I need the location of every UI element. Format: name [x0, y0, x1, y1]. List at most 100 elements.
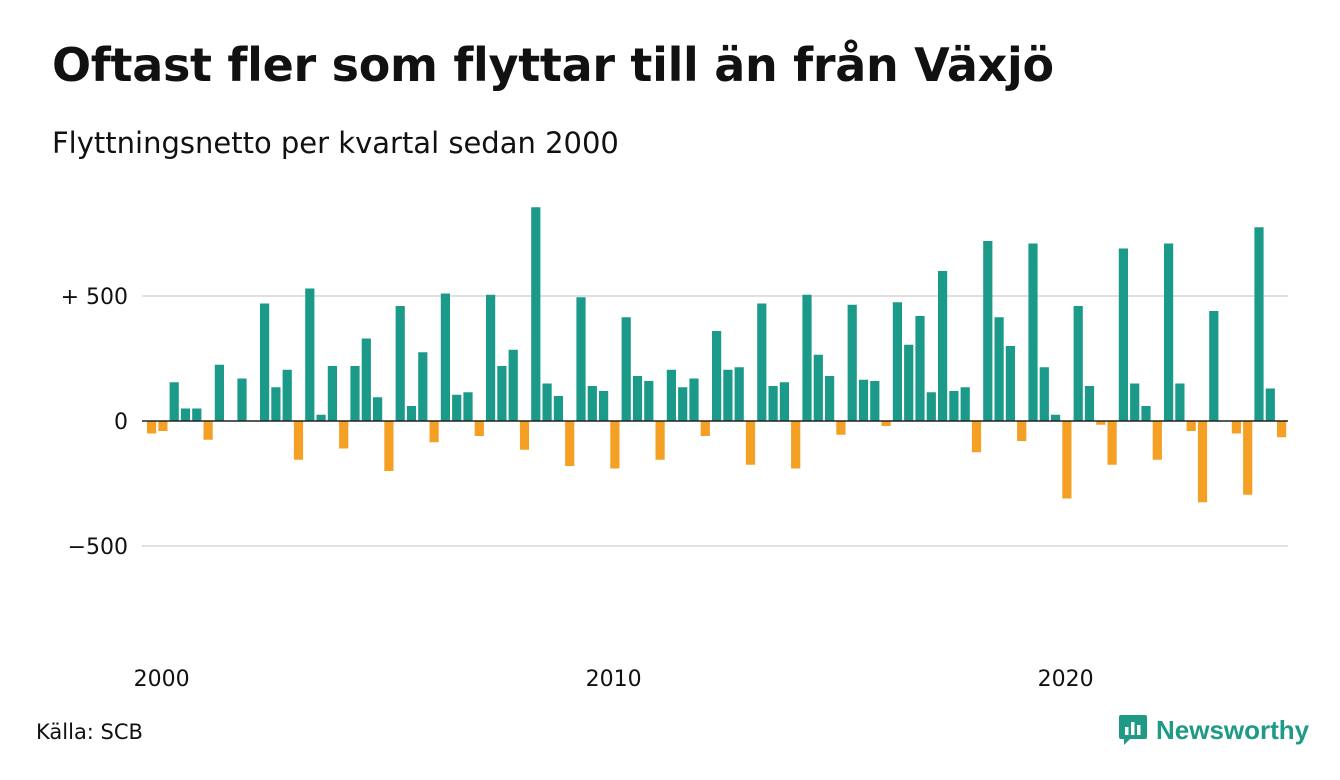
- bar-negative: [474, 421, 484, 436]
- bar-negative: [745, 421, 756, 465]
- bar-positive: [689, 378, 699, 421]
- chart-subtitle: Flyttningsnetto per kvartal sedan 2000: [52, 126, 619, 160]
- bar-negative: [565, 421, 575, 466]
- bar-positive: [282, 369, 292, 421]
- bar-negative: [971, 421, 982, 453]
- bar-positive: [373, 397, 383, 421]
- y-tick-label: 0: [114, 410, 128, 435]
- bar-positive: [508, 349, 518, 421]
- bar-positive: [542, 383, 552, 421]
- bar-positive: [983, 241, 993, 421]
- bar-positive: [926, 392, 936, 421]
- chart-title: Oftast fler som flyttar till än från Väx…: [52, 38, 1054, 92]
- bar-positive: [440, 293, 450, 421]
- bar-positive: [305, 288, 315, 421]
- bar-positive: [723, 369, 733, 421]
- bar-negative: [1107, 421, 1117, 465]
- bar-negative: [1197, 421, 1208, 503]
- bar-positive: [632, 376, 643, 421]
- bar-positive: [1141, 406, 1151, 421]
- bar-positive: [1005, 346, 1015, 421]
- y-tick-label: + 500: [61, 285, 128, 310]
- bar-negative: [1186, 421, 1196, 431]
- bar-negative: [384, 421, 394, 471]
- x-tick-label: 2020: [1038, 667, 1094, 692]
- bar-negative: [1243, 421, 1253, 495]
- bar-positive: [599, 391, 609, 421]
- bar-positive: [994, 317, 1004, 421]
- bar-positive: [734, 367, 744, 421]
- bar-negative: [1096, 421, 1106, 425]
- bar-positive: [1118, 248, 1128, 421]
- y-tick-label: −500: [68, 535, 128, 560]
- bar-positive: [1209, 311, 1219, 421]
- bar-positive: [169, 382, 179, 421]
- bar-positive: [960, 387, 970, 421]
- bar-negative: [429, 421, 439, 443]
- bar-negative: [700, 421, 710, 436]
- bar-positive: [1039, 367, 1049, 421]
- bar-negative: [610, 421, 620, 469]
- bar-negative: [1017, 421, 1027, 441]
- bar-positive: [892, 302, 902, 421]
- bar-positive: [644, 381, 654, 421]
- bar-positive: [904, 344, 914, 421]
- bar-positive: [316, 414, 326, 421]
- bar-positive: [779, 382, 789, 421]
- bar-positive: [406, 406, 417, 421]
- bar-positive: [271, 387, 281, 421]
- bar-positive: [576, 297, 586, 421]
- bar-negative: [293, 421, 304, 460]
- bar-positive: [486, 294, 496, 421]
- bar-positive: [1164, 243, 1174, 421]
- newsworthy-logo-icon: [1119, 715, 1147, 745]
- bar-positive: [768, 386, 778, 421]
- bar-negative: [1231, 421, 1241, 434]
- bar-positive: [757, 303, 767, 421]
- bar-positive: [237, 378, 247, 421]
- bar-positive: [1265, 388, 1275, 421]
- bar-positive: [1084, 386, 1095, 421]
- x-tick-label: 2000: [134, 667, 190, 692]
- bar-positive: [949, 391, 959, 421]
- bar-positive: [260, 303, 270, 421]
- bar-positive: [463, 392, 473, 421]
- bar-positive: [847, 304, 857, 421]
- bar-positive: [418, 352, 428, 421]
- bar-negative: [881, 421, 891, 426]
- brand-logo: Newsworthy: [1118, 713, 1309, 747]
- bar-positive: [192, 408, 202, 421]
- bar-positive: [350, 366, 360, 421]
- bar-positive: [1051, 414, 1061, 421]
- bar-negative: [1277, 421, 1287, 438]
- bar-negative: [836, 421, 846, 435]
- bar-negative: [519, 421, 530, 450]
- bar-positive: [1254, 227, 1264, 421]
- bar-positive: [553, 396, 563, 421]
- bar-negative: [655, 421, 665, 460]
- bar-positive: [452, 394, 462, 421]
- bar-positive: [1175, 383, 1185, 421]
- bar-negative: [791, 421, 801, 469]
- bar-positive: [802, 294, 812, 421]
- bar-positive: [678, 387, 688, 421]
- bar-positive: [621, 317, 631, 421]
- bar-negative: [339, 421, 349, 449]
- bar-positive: [915, 316, 925, 421]
- bar-positive: [1028, 243, 1038, 421]
- bar-positive: [1073, 306, 1083, 421]
- bar-positive: [858, 379, 869, 421]
- bars: [147, 207, 1287, 503]
- bar-positive: [180, 408, 191, 421]
- bar-positive: [813, 354, 823, 421]
- source-note: Källa: SCB: [36, 720, 143, 744]
- bar-positive: [497, 366, 507, 421]
- bar-positive: [825, 376, 835, 421]
- bar-positive: [870, 381, 880, 421]
- bar-negative: [1062, 421, 1072, 499]
- bar-negative: [203, 421, 213, 440]
- bar-negative: [147, 421, 157, 434]
- bar-positive: [1130, 383, 1140, 421]
- brand-name: Newsworthy: [1156, 714, 1310, 745]
- bar-positive: [214, 364, 224, 421]
